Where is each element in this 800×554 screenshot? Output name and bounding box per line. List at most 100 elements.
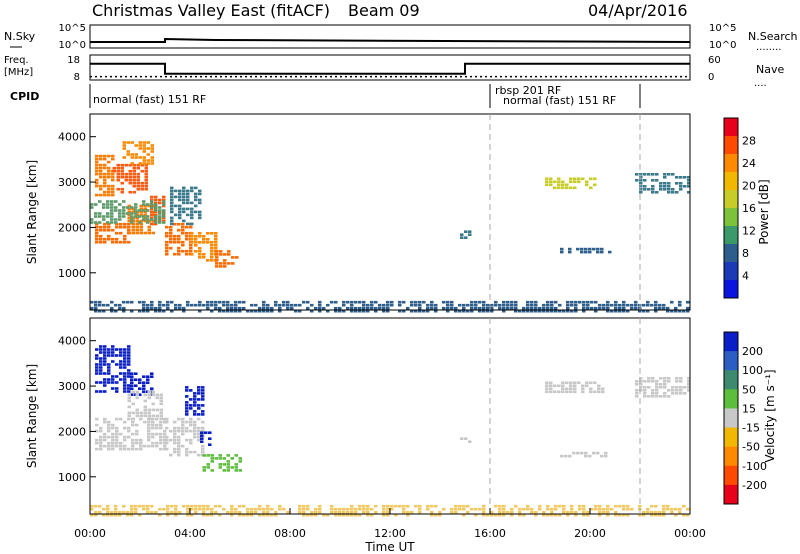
data-cell-region-12 [464, 230, 468, 233]
data-cell-region-9 [130, 212, 134, 215]
data-cell-region-11 [130, 300, 134, 304]
data-cell-region-1 [140, 181, 144, 185]
data-cell-region-14 [557, 180, 561, 184]
data-cell-region-5 [154, 198, 158, 202]
data-cell-region-10 [186, 213, 190, 217]
data-cell-region-13 [596, 250, 600, 254]
data-cell-region-11 [142, 303, 146, 307]
data-cell-region-1 [150, 372, 154, 375]
data-cell-region-11 [398, 309, 402, 313]
data-cell-region-10 [569, 387, 573, 391]
data-cell-region-4 [127, 213, 131, 217]
data-cell-region-8 [434, 504, 438, 508]
data-cell-region-2 [127, 429, 131, 433]
data-cell-region-11 [442, 306, 446, 310]
data-cell-region-10 [549, 381, 553, 385]
data-cell-region-11 [358, 309, 362, 313]
data-cell-region-2 [95, 438, 99, 442]
data-cell-region-1 [140, 169, 144, 173]
data-cell-region-12 [643, 395, 647, 398]
data-cell-region-0 [115, 363, 119, 366]
data-cell-region-11 [522, 306, 526, 310]
data-cell-region-14 [589, 186, 593, 190]
data-cell-region-11 [560, 454, 564, 458]
data-cell-region-5 [158, 210, 162, 214]
data-cell-region-8 [602, 507, 606, 511]
data-cell-region-3 [127, 225, 131, 229]
data-cell-region-8 [146, 510, 150, 514]
data-cell-region-12 [663, 377, 667, 380]
cpid-label: CPID [10, 90, 39, 103]
data-cell-region-11 [98, 303, 102, 307]
data-cell-region-11 [254, 309, 258, 313]
data-cell-region-11 [94, 303, 98, 307]
data-cell-region-11 [262, 300, 266, 304]
data-cell-region-11 [470, 306, 474, 310]
data-cell-region-9 [134, 203, 138, 206]
data-cell-region-13 [584, 250, 588, 254]
data-cell-region-8 [610, 507, 614, 511]
colorbar-tick-label: 24 [742, 157, 756, 170]
data-cell-region-6 [181, 225, 185, 229]
data-cell-region-2 [139, 438, 143, 442]
data-cell-region-1 [132, 169, 136, 173]
data-cell-region-8 [602, 510, 606, 514]
data-cell-region-11 [262, 309, 266, 313]
data-cell-region-11 [362, 309, 366, 313]
data-cell-region-14 [561, 186, 565, 190]
data-cell-region-11 [686, 306, 690, 310]
data-cell-region-4 [147, 204, 151, 208]
data-cell-region-11 [210, 300, 214, 304]
data-cell-region-6 [204, 431, 208, 434]
data-cell-region-8 [658, 513, 662, 517]
data-cell-region-9 [122, 209, 126, 212]
data-cell-region-11 [604, 454, 608, 458]
data-cell-region-11 [642, 303, 646, 307]
data-cell-region-0 [123, 381, 127, 384]
data-cell-region-2 [163, 441, 167, 445]
data-cell-region-1 [136, 172, 140, 176]
data-cell-region-8 [458, 507, 462, 511]
data-cell-region-11 [242, 300, 246, 304]
data-cell-region-8 [114, 507, 118, 511]
data-cell-region-14 [561, 183, 565, 187]
data-cell-region-2 [122, 141, 126, 144]
data-cell-region-4 [177, 429, 181, 433]
data-cell-region-5 [185, 395, 189, 398]
data-cell-region-4 [127, 207, 131, 211]
data-cell-region-8 [478, 507, 482, 511]
data-cell-region-8 [346, 507, 350, 511]
data-cell-region-11 [594, 300, 598, 304]
data-cell-region-11 [150, 306, 154, 310]
y-tick-label: 1000 [58, 267, 86, 280]
data-cell-region-10 [174, 204, 178, 208]
data-cell-region-3 [143, 399, 147, 403]
data-cell-region-9 [102, 203, 106, 206]
data-cell-region-5 [197, 407, 201, 410]
data-cell-region-11 [98, 309, 102, 313]
data-cell-region-11 [570, 300, 574, 304]
data-cell-region-7 [210, 460, 214, 463]
data-cell-region-3 [95, 231, 99, 235]
velocity-data-layer [90, 345, 691, 517]
data-cell-region-14 [581, 177, 585, 181]
data-cell-region-14 [577, 180, 581, 184]
data-cell-region-11 [618, 303, 622, 307]
data-cell-region-2 [111, 438, 115, 442]
data-cell-region-11 [246, 309, 250, 313]
data-cell-region-2 [126, 153, 130, 156]
data-cell-region-11 [670, 300, 674, 304]
data-cell-region-8 [654, 504, 658, 508]
data-cell-region-0 [99, 169, 103, 173]
colorbar-swatch [724, 262, 738, 281]
data-cell-region-0 [107, 348, 111, 351]
data-cell-region-2 [147, 429, 151, 433]
data-cell-region-11 [366, 309, 370, 313]
data-cell-region-1 [120, 175, 124, 179]
data-cell-region-3 [147, 396, 151, 400]
data-cell-region-0 [99, 357, 103, 360]
velocity-ylabel: Slant Range [km] [25, 364, 39, 468]
data-cell-region-9 [150, 200, 154, 203]
data-cell-region-8 [462, 504, 466, 508]
data-cell-region-6 [165, 249, 169, 253]
